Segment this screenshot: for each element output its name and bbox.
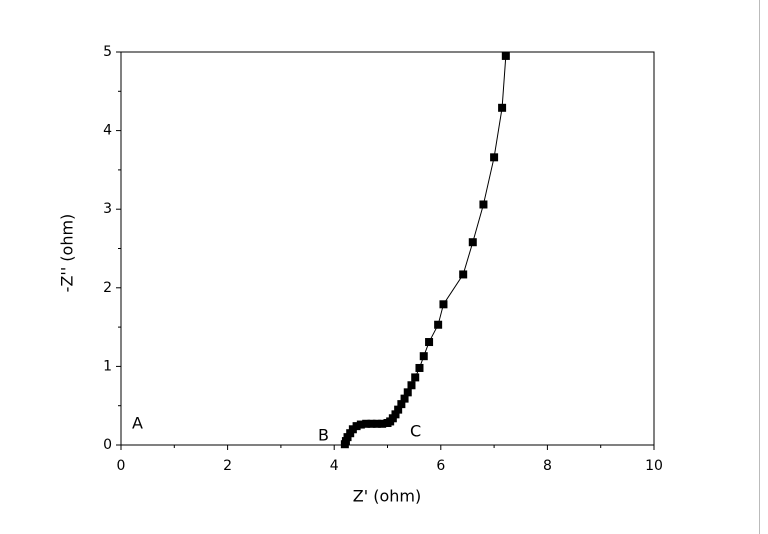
data-point: [407, 381, 416, 390]
data-point: [403, 388, 412, 397]
y-tick-label: 5: [103, 44, 112, 60]
data-point: [415, 363, 424, 372]
data-point: [391, 410, 400, 419]
annotation: A: [132, 414, 143, 433]
annotation: B: [318, 426, 329, 445]
y-tick-label: 1: [103, 358, 112, 374]
y-tick-label: 3: [103, 201, 112, 217]
data-point: [411, 373, 420, 382]
data-point: [378, 419, 387, 428]
y-tick-label: 0: [103, 437, 112, 453]
data-point: [419, 352, 428, 361]
data-point: [434, 320, 443, 329]
data-point: [372, 419, 381, 428]
y-axis-label: -Z'' (ohm): [58, 214, 77, 293]
data-point: [367, 419, 376, 428]
x-tick-label: 6: [436, 458, 445, 474]
plot-frame: [120, 51, 655, 446]
x-tick-label: 8: [543, 458, 552, 474]
x-tick-label: 2: [223, 458, 232, 474]
data-point: [400, 394, 409, 403]
data-point: [425, 338, 434, 347]
series-line: [344, 55, 507, 445]
x-axis-label: Z' (ohm): [353, 487, 421, 506]
y-tick-label: 2: [103, 280, 112, 296]
data-point: [498, 103, 507, 112]
data-point: [490, 153, 499, 162]
x-tick-label: 0: [117, 458, 126, 474]
data-point: [459, 270, 468, 279]
annotation: C: [410, 422, 421, 441]
x-tick-label: 4: [330, 458, 339, 474]
data-point: [501, 51, 510, 60]
data-point: [394, 405, 403, 414]
x-tick-label: 10: [645, 458, 663, 474]
y-tick-label: 4: [103, 123, 112, 139]
data-point: [479, 200, 488, 209]
data-point: [439, 300, 448, 309]
data-point: [352, 422, 361, 431]
data-point: [468, 238, 477, 247]
data-point: [356, 420, 365, 429]
data-point: [362, 419, 371, 428]
data-point: [397, 400, 406, 409]
